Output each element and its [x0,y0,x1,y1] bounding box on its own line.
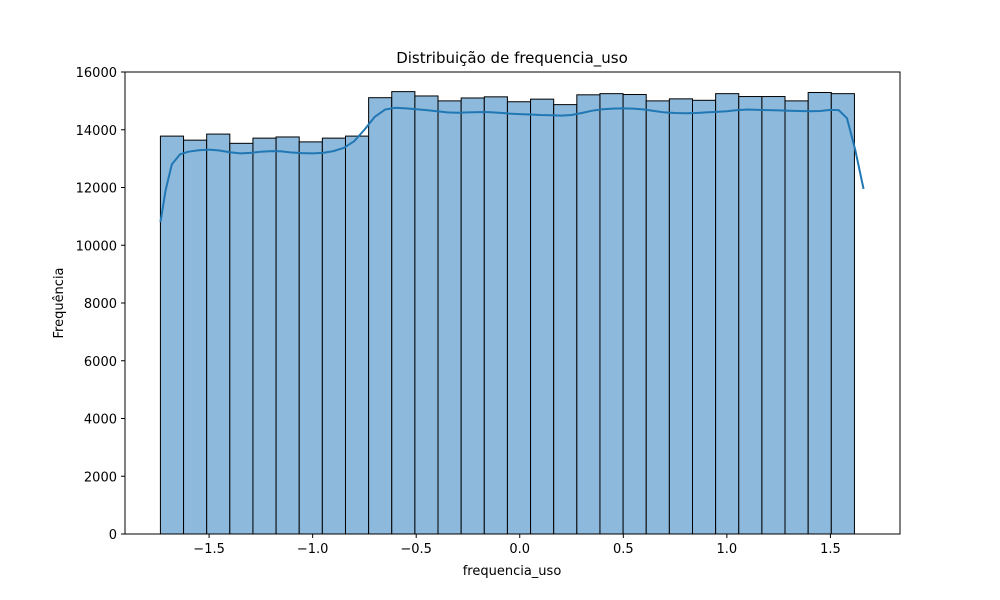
histogram-bar [668,98,693,535]
y-tick-label: 10000 [76,239,117,254]
histogram-bar [691,99,717,535]
histogram-bar [298,141,323,535]
histogram-bar [807,92,832,535]
y-tick-label: 2000 [84,470,117,485]
histogram-bar [506,101,532,535]
histogram-bars [159,91,855,535]
x-tick-label: −1.0 [297,542,329,557]
x-tick-label: −1.5 [193,542,225,557]
histogram-bar [206,133,231,535]
histogram-bar [183,139,208,535]
histogram-bar [368,97,393,535]
histogram-bar [622,94,647,535]
histogram-bar [460,97,485,535]
x-axis-ticks: −1.5 −1.0 −0.5 0.0 0.5 1.0 1.5 [193,534,841,557]
histogram-bar [483,96,508,535]
x-tick-label: 1.0 [717,542,738,557]
histogram-bar [830,93,855,535]
histogram-bar [530,98,555,535]
histogram-bar [738,96,763,535]
y-tick-label: 14000 [76,124,117,139]
x-tick-label: −0.5 [400,542,432,557]
histogram-bar [715,93,740,535]
histogram-bar [576,94,601,535]
x-tick-label: 0.0 [509,542,530,557]
histogram-bar [321,137,346,535]
histogram-bar [553,104,578,535]
y-tick-label: 16000 [76,66,117,81]
histogram-bar [645,100,670,535]
histogram-bar [437,100,462,535]
y-tick-label: 4000 [84,413,117,428]
histogram-bar [229,142,254,535]
histogram-bar [391,91,416,535]
chart-title: Distribuição de frequencia_uso [396,49,628,68]
x-tick-label: 1.5 [820,542,841,557]
histogram-bar [344,135,370,535]
x-axis-label: frequencia_uso [463,564,562,579]
y-axis-ticks: 0 2000 4000 6000 8000 10000 12000 14000 16000 [76,66,125,543]
y-tick-label: 6000 [84,355,117,370]
kde-curve [159,106,865,223]
histogram-bar [599,93,624,535]
y-tick-label: 12000 [76,182,117,197]
x-tick-label: 0.5 [613,542,634,557]
histogram-bar [414,95,439,535]
histogram-bar [761,96,786,535]
y-tick-label: 8000 [84,297,117,312]
histogram-bar [275,136,300,535]
y-tick-label: 0 [109,528,117,543]
histogram-bar [784,100,809,535]
histogram-bar [252,137,277,535]
y-axis-label: Frequência [52,267,67,338]
